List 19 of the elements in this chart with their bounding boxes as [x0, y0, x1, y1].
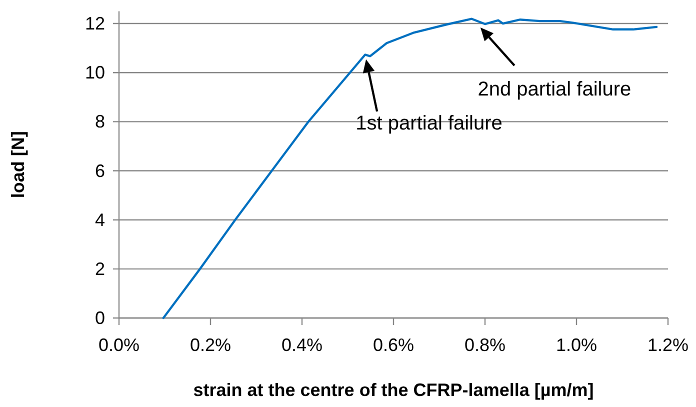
y-tick-label: 0	[94, 308, 105, 328]
annotation: 1st partial failure	[356, 112, 502, 134]
x-tick-label: 0.6%	[372, 335, 414, 355]
x-tick-label: 0.4%	[281, 335, 323, 355]
line-series	[162, 18, 658, 320]
y-axis-title: load [N]	[8, 131, 28, 198]
y-tick-label: 12	[84, 14, 105, 34]
y-tick-label: 6	[94, 160, 105, 181]
x-tick-label: 0.2%	[190, 335, 232, 355]
y-tick-label: 4	[94, 210, 105, 230]
y-tick-label: 8	[94, 112, 105, 132]
x-tick-label: 1.2%	[647, 335, 689, 355]
annotation: 2nd partial failure	[478, 78, 632, 101]
x-tick-label: 0.0%	[98, 335, 140, 355]
y-tick-label: 10	[84, 62, 105, 83]
x-tick-label: 1.0%	[556, 335, 598, 355]
x-axis-title: strain at the centre of the CFRP-lamella [µm/m]	[193, 380, 594, 400]
x-tick-label: 0.8%	[464, 335, 506, 355]
y-tick-label: 2	[94, 258, 105, 279]
